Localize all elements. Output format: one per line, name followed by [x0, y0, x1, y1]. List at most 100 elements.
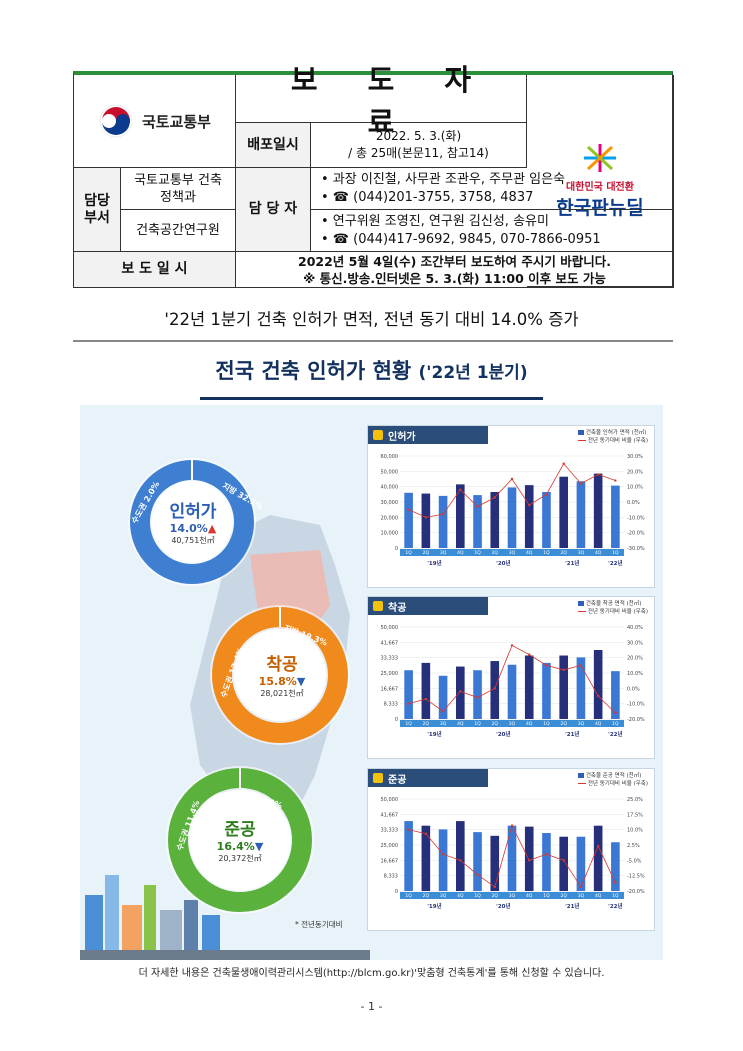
building-illustration [160, 910, 182, 955]
x-axis-band [400, 549, 624, 556]
y-tick-label: 41,667 [381, 812, 399, 818]
chart-title: 인허가 [388, 431, 416, 443]
y-tick-label: 8,333 [384, 874, 398, 880]
bar-mark [438, 495, 448, 548]
bar-mark [473, 832, 482, 891]
rate-point [562, 668, 565, 672]
rate-point [510, 644, 514, 647]
dept-institute: 건축공간연구원 [121, 210, 236, 252]
bar-mark [524, 826, 534, 891]
bar-mark [421, 662, 431, 719]
bar-mark [507, 825, 517, 891]
donut-charts [128, 458, 350, 914]
bar-mark [490, 835, 500, 891]
rate-point [596, 473, 600, 476]
bar-mark [438, 829, 448, 891]
x-tick-label: 2Q [492, 721, 499, 727]
year-label: '22년 [608, 559, 622, 567]
y2-tick-label: -20.0% [627, 717, 645, 723]
year-label: '20년 [496, 730, 510, 738]
headline: '22년 1분기 건축 인허가 면적, 전년 동기 대비 14.0% 증가 [164, 310, 579, 329]
y2-tick-label: -20.0% [627, 531, 645, 537]
y-tick-label: 50,000 [381, 469, 399, 475]
rate-point [579, 885, 583, 889]
prev-year-note: * 전년동기대비 [295, 920, 343, 929]
ministry-name: 국토교통부 [141, 112, 211, 131]
rate-point [407, 828, 410, 831]
donut-center [190, 790, 290, 890]
manager-label: 담 당 자 [236, 168, 311, 252]
bar-line-chart: 0 -20.0% 8,333 -12.5% 16,667 -5.0% 25,000 2.5% 3… [381, 797, 645, 910]
y-tick-label: 0 [395, 546, 398, 552]
building-illustration [85, 895, 103, 955]
bar-mark [524, 485, 534, 548]
bar-mark [438, 675, 448, 719]
press-release-header-table: 국토교통부 보 도 자 료 배포일시 2022. 5. 3.(화) / 총 25… [73, 63, 674, 288]
newdeal-burst-icon [584, 143, 616, 172]
newdeal-name: 한국판뉴딜 [556, 196, 644, 219]
pin-icon [373, 601, 383, 611]
year-label: '21년 [565, 902, 579, 910]
y-tick-label: 25,000 [381, 671, 399, 677]
bar-mark [456, 484, 465, 548]
rate-point [424, 832, 428, 835]
x-tick-label: 3Q [578, 721, 585, 727]
y2-tick-label: -20.0% [627, 889, 645, 895]
bar-mark [490, 492, 500, 548]
newdeal-logo-cell: 대한민국 대전환 한국판뉴딜 [527, 75, 674, 287]
bar-mark [542, 662, 551, 719]
x-tick-label: 4Q [595, 893, 602, 899]
y2-tick-label: 17.5% [627, 812, 643, 818]
x-tick-label: 4Q [526, 721, 533, 727]
contact-ministry-names: • 과장 이진철, 사무관 조관우, 주무관 임은숙 [321, 171, 566, 187]
x-tick-label: 1Q [612, 893, 619, 899]
y-tick-label: 33,333 [381, 828, 399, 834]
chart-legend: 건축물 착공 면적 (천㎡) 전년 동기대비 비율 (우축) [577, 600, 648, 616]
x-tick-label: 3Q [578, 893, 585, 899]
x-tick-label: 1Q [405, 550, 412, 556]
year-label: '19년 [427, 902, 441, 910]
bar-mark [524, 655, 534, 719]
poster-title-underline [200, 397, 543, 400]
newdeal-tagline: 대한민국 대전환 [566, 181, 634, 193]
y2-tick-label: -12.5% [627, 874, 645, 880]
x-tick-label: 3Q [509, 721, 516, 727]
bar-mark [456, 666, 465, 719]
donut-start-label: 착공 15.8%▼ 28,021천㎡ [258, 655, 306, 698]
bar-mark [542, 833, 551, 891]
x-tick-label: 1Q [405, 893, 412, 899]
ministry-logo-cell: 국토교통부 [74, 75, 236, 168]
rate-point [459, 488, 462, 491]
headline-divider [73, 340, 673, 342]
distribution-value: 2022. 5. 3.(화) / 총 25매(본문11, 참고14) [311, 123, 527, 168]
x-axis-band [400, 720, 624, 727]
x-tick-label: 1Q [405, 721, 412, 727]
distribution-label: 배포일시 [236, 123, 311, 168]
y-tick-label: 0 [395, 889, 398, 895]
bar-mark [404, 670, 413, 719]
building-illustration [202, 915, 220, 955]
rate-point [614, 711, 617, 715]
x-tick-label: 1Q [543, 893, 550, 899]
poster-title: 전국 건축 인허가 현황 ('22년 1분기) [215, 359, 528, 383]
bar-line-chart: 0 -20.0% 8,333 -10.0% 16,667 0.0% 25,000 10.0% 3… [381, 625, 645, 738]
rate-point [579, 482, 583, 485]
arrow-up-icon: ▲ [207, 522, 217, 535]
year-label: '19년 [427, 559, 441, 567]
bar-mark [421, 493, 431, 548]
y2-tick-label: 0.0% [627, 686, 640, 692]
x-axis-band [400, 892, 624, 899]
y-tick-label: 16,667 [381, 686, 399, 692]
x-tick-label: 1Q [543, 550, 550, 556]
title-cell: 보 도 자 료 [236, 63, 527, 139]
rate-point [459, 859, 462, 862]
donut-complete-label: 준공 16.4%▼ 20,372천㎡ [216, 820, 264, 863]
x-tick-label: 1Q [543, 721, 550, 727]
y-tick-label: 0 [395, 717, 398, 723]
rate-point [424, 697, 428, 701]
x-tick-label: 2Q [423, 550, 430, 556]
rate-point [528, 503, 531, 507]
y2-tick-label: 25.0% [627, 797, 643, 803]
building-illustration [122, 905, 142, 955]
x-tick-label: 3Q [440, 893, 447, 899]
